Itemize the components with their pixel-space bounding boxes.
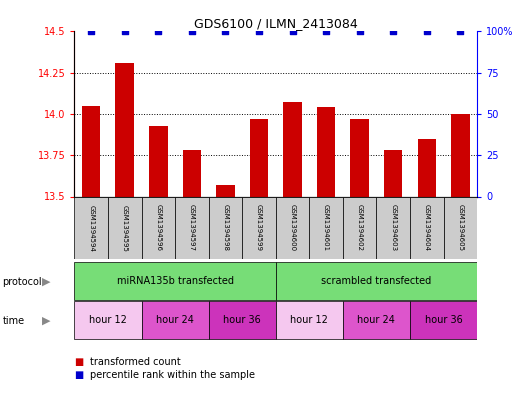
Text: GSM1394604: GSM1394604 (424, 204, 430, 252)
Bar (343, 196, 377, 259)
Bar (309, 196, 343, 259)
Bar (242, 196, 276, 259)
Bar (377, 196, 410, 259)
Point (221, 28, 229, 35)
Bar (276, 196, 309, 259)
Text: hour 36: hour 36 (223, 315, 261, 325)
Text: hour 24: hour 24 (156, 315, 194, 325)
Text: GSM1394598: GSM1394598 (223, 204, 228, 252)
Text: ■: ■ (74, 370, 84, 380)
Bar (209, 196, 242, 259)
Text: ▶: ▶ (42, 277, 50, 287)
Text: GSM1394603: GSM1394603 (390, 204, 396, 252)
Point (188, 28, 196, 35)
Text: GSM1394594: GSM1394594 (88, 204, 94, 252)
Point (121, 28, 129, 35)
Bar (115, 63, 134, 196)
Bar (384, 150, 402, 196)
Bar (410, 196, 444, 259)
Text: miRNA135b transfected: miRNA135b transfected (116, 276, 233, 286)
Bar (108, 196, 142, 259)
Text: GSM1394595: GSM1394595 (122, 204, 128, 252)
Bar (350, 119, 369, 196)
Bar (82, 106, 101, 196)
Bar (276, 262, 477, 300)
Text: ▶: ▶ (42, 316, 50, 326)
Text: GSM1394605: GSM1394605 (457, 204, 463, 252)
Bar (444, 196, 477, 259)
Text: GSM1394602: GSM1394602 (357, 204, 363, 252)
Text: hour 24: hour 24 (358, 315, 396, 325)
Bar (142, 196, 175, 259)
Text: GSM1394597: GSM1394597 (189, 204, 195, 252)
Point (87, 28, 95, 35)
Point (322, 28, 330, 35)
Bar (276, 301, 343, 339)
Text: ■: ■ (74, 356, 84, 367)
Bar (74, 196, 108, 259)
Point (456, 28, 464, 35)
Text: GSM1394600: GSM1394600 (289, 204, 295, 252)
Bar (149, 125, 168, 196)
Bar (343, 301, 410, 339)
Bar (74, 301, 142, 339)
Point (288, 28, 297, 35)
Text: GSM1394601: GSM1394601 (323, 204, 329, 252)
Bar (142, 301, 209, 339)
Bar (317, 107, 336, 196)
Bar (283, 103, 302, 196)
Text: GSM1394596: GSM1394596 (155, 204, 161, 252)
Point (356, 28, 364, 35)
Title: GDS6100 / ILMN_2413084: GDS6100 / ILMN_2413084 (194, 17, 358, 30)
Bar (418, 139, 436, 196)
Text: hour 12: hour 12 (290, 315, 328, 325)
Bar (216, 185, 234, 196)
Text: GSM1394599: GSM1394599 (256, 204, 262, 252)
Bar (175, 196, 209, 259)
Text: time: time (3, 316, 25, 326)
Text: protocol: protocol (3, 277, 42, 287)
Text: transformed count: transformed count (90, 356, 181, 367)
Point (154, 28, 163, 35)
Point (255, 28, 263, 35)
Bar (250, 119, 268, 196)
Bar (74, 262, 276, 300)
Point (423, 28, 431, 35)
Bar (451, 114, 469, 196)
Bar (209, 301, 276, 339)
Bar (183, 150, 201, 196)
Text: hour 12: hour 12 (89, 315, 127, 325)
Point (389, 28, 397, 35)
Text: hour 36: hour 36 (425, 315, 462, 325)
Text: scrambled transfected: scrambled transfected (321, 276, 431, 286)
Bar (410, 301, 477, 339)
Text: percentile rank within the sample: percentile rank within the sample (90, 370, 255, 380)
